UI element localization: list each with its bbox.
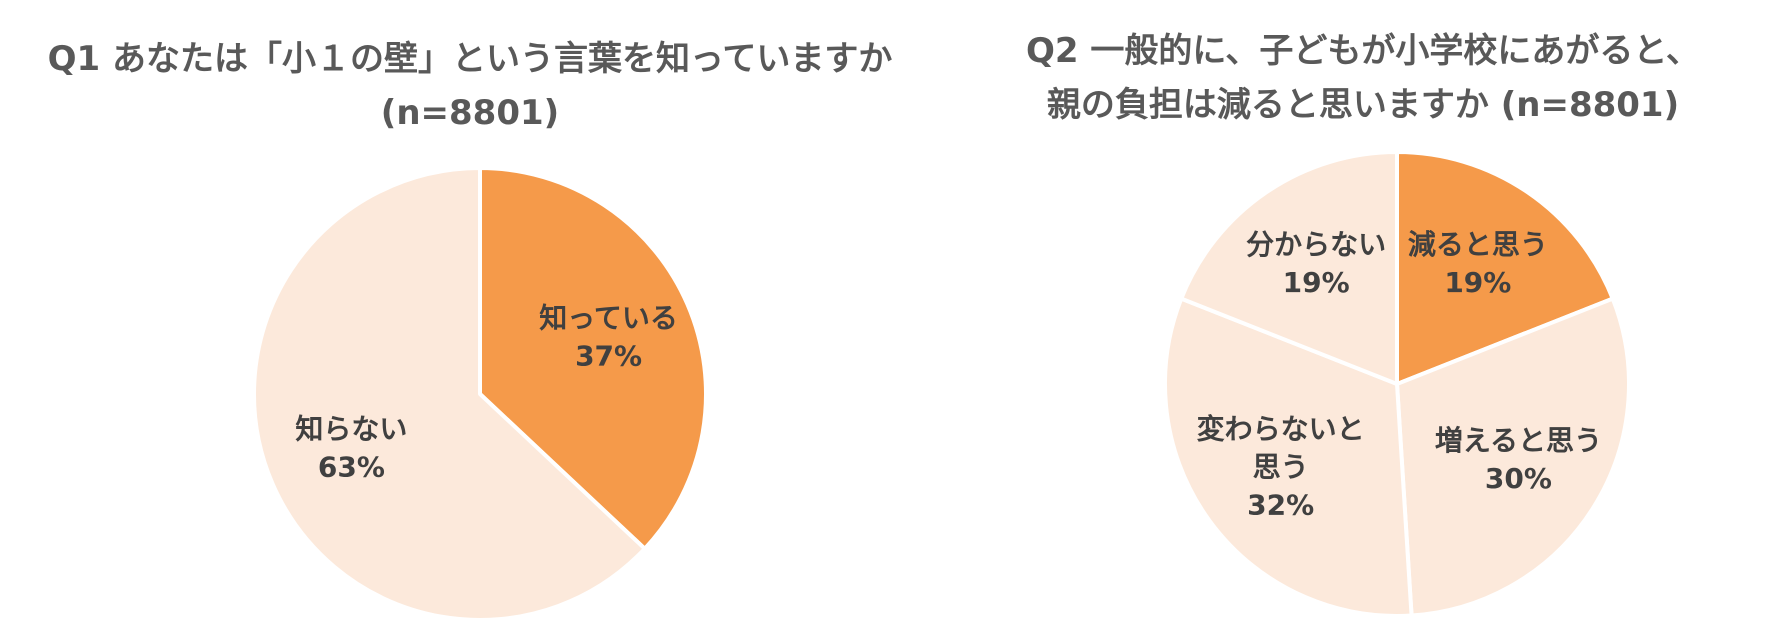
slice-label-group: 増えると思う 30% xyxy=(1435,424,1602,495)
slice-label-group: 知っている 37% xyxy=(539,301,678,372)
chart-title-line: Q2 一般的に、子どもが小学校にあがると、 xyxy=(1025,31,1701,71)
chart-panel-q2: Q2 一般的に、子どもが小学校にあがると、 親の負担は減ると思いますか (n=8… xyxy=(940,0,1786,634)
pie-chart-q1: 知っている 37% 知らない 63% xyxy=(252,166,708,622)
slice-category-label: 分からない xyxy=(1246,228,1386,261)
pie-slice xyxy=(1163,296,1414,618)
slice-value-label: 32% xyxy=(1247,489,1314,522)
slice-value-label: 19% xyxy=(1444,266,1511,299)
slice-label-group: 減ると思う 19% xyxy=(1408,228,1548,299)
chart-title-line: (n=8801) xyxy=(380,93,560,133)
pie-slice xyxy=(1395,296,1631,618)
slice-value-label: 19% xyxy=(1283,266,1350,299)
slice-category-label: 思う xyxy=(1253,451,1309,484)
chart-title-q1: Q1 あなたは「小１の壁」という言葉を知っていますか (n=8801) xyxy=(0,32,940,140)
slice-value-label: 37% xyxy=(575,339,642,372)
slice-category-label: 増えると思う xyxy=(1435,424,1602,457)
slice-category-label: 知っている xyxy=(539,301,678,334)
chart-title-q2: Q2 一般的に、子どもが小学校にあがると、 親の負担は減ると思いますか (n=8… xyxy=(940,24,1786,132)
slice-category-label: 減ると思う xyxy=(1408,228,1548,261)
slice-label-group: 分からない 19% xyxy=(1246,228,1386,299)
chart-title-line: Q1 あなたは「小１の壁」という言葉を知っていますか xyxy=(47,39,893,79)
slice-value-label: 63% xyxy=(318,451,385,484)
pie-slice xyxy=(1395,150,1615,386)
pie-slice xyxy=(1179,150,1399,386)
slice-value-label: 30% xyxy=(1485,462,1552,495)
pie-slice xyxy=(252,166,647,622)
chart-title-line: 親の負担は減ると思いますか (n=8801) xyxy=(1046,85,1680,125)
pie-slice xyxy=(478,166,708,551)
slice-label-group: 知らない 63% xyxy=(295,413,407,484)
slice-category-label: 変わらないと xyxy=(1197,413,1365,446)
slice-category-label: 知らない xyxy=(295,413,407,446)
chart-panel-q1: Q1 あなたは「小１の壁」という言葉を知っていますか (n=8801) 知ってい… xyxy=(0,32,940,622)
